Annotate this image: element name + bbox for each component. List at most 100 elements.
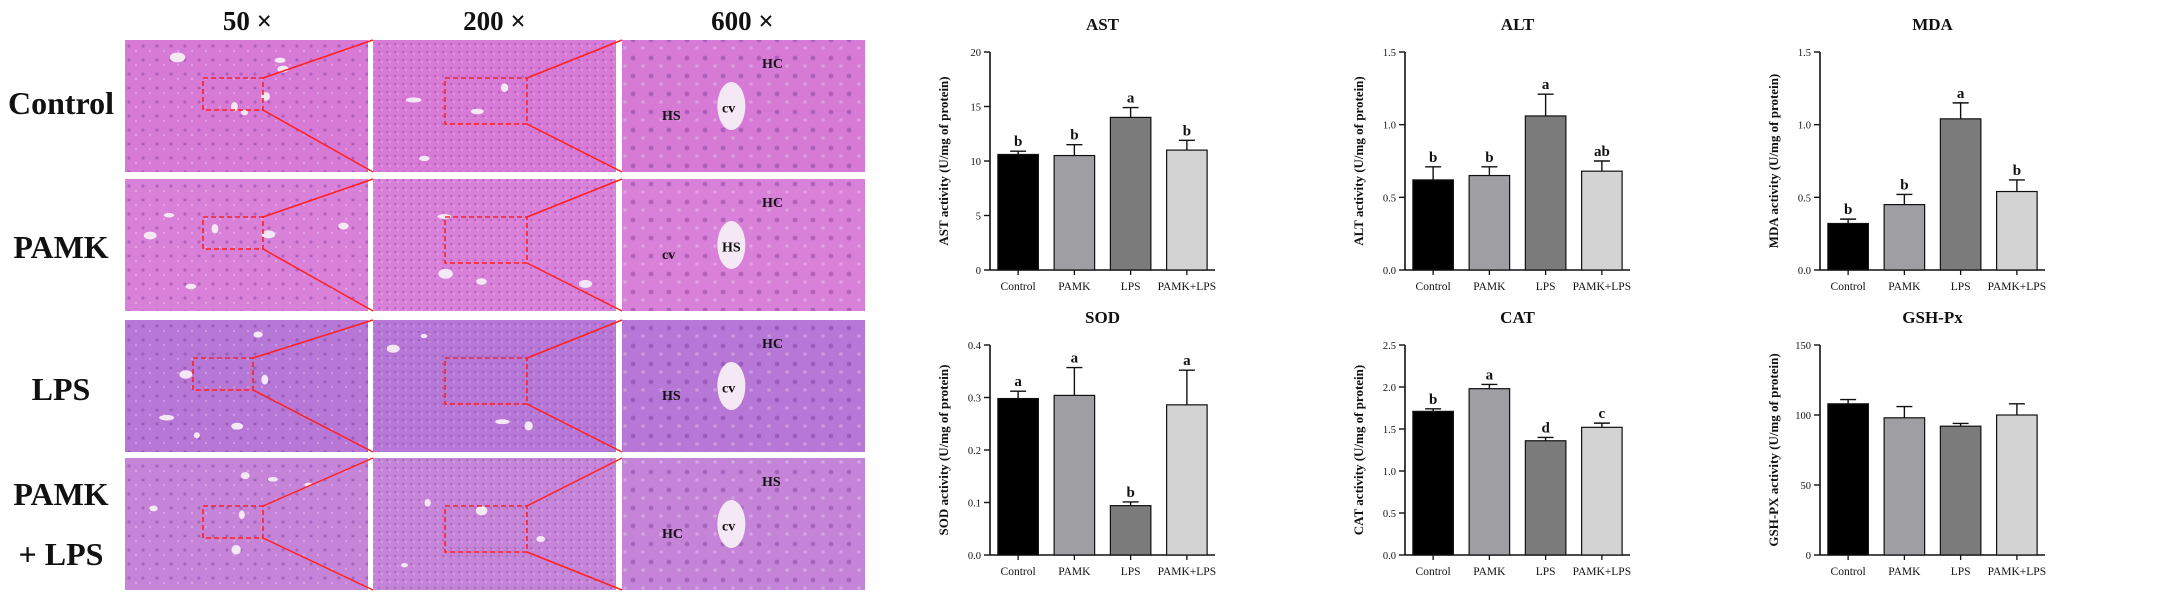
x-tick-label: PAMK+LPS bbox=[1988, 566, 2046, 578]
significance-letter: a bbox=[1014, 374, 1022, 390]
zoom-box bbox=[202, 77, 264, 111]
zoom-connector bbox=[262, 39, 374, 79]
x-tick-label: LPS bbox=[1536, 281, 1556, 293]
chart-title: CAT bbox=[1500, 308, 1535, 327]
zoom-connector bbox=[252, 319, 374, 359]
bar bbox=[1053, 394, 1096, 556]
vessel-lumen bbox=[386, 344, 400, 353]
micrograph-r1-c2 bbox=[622, 179, 865, 311]
bar bbox=[1996, 190, 2038, 271]
zoom-connector bbox=[526, 178, 623, 218]
bar bbox=[1109, 116, 1152, 271]
bar bbox=[1939, 425, 1982, 556]
row-label-pamk: PAMK bbox=[13, 229, 109, 265]
chart-title: SOD bbox=[1085, 308, 1120, 327]
bar bbox=[1581, 170, 1623, 271]
zoom-box bbox=[202, 216, 264, 250]
vessel-lumen bbox=[149, 505, 158, 512]
x-tick-label: Control bbox=[1416, 566, 1451, 578]
bar bbox=[1053, 154, 1096, 271]
annotation-label-hc: HC bbox=[662, 527, 683, 542]
chart-title: MDA bbox=[1912, 15, 1953, 34]
zoom-connector bbox=[526, 39, 623, 79]
vessel-lumen bbox=[231, 102, 238, 112]
chart-title: GSH-Px bbox=[1902, 308, 1963, 327]
x-tick-label: PAMK bbox=[1888, 566, 1921, 578]
annotation-label-hs: HS bbox=[762, 475, 781, 490]
y-tick-label: 0.0 bbox=[1383, 551, 1396, 562]
vessel-lumen bbox=[169, 52, 186, 63]
magnification-600x: 600 × bbox=[711, 6, 774, 36]
micrograph-r0-c2 bbox=[622, 40, 865, 172]
chart-sod: SOD 0.0 0.1 0.2 0.3 0.4 SOD activity (U/mg of … bbox=[936, 308, 1216, 578]
vessel-lumen bbox=[470, 108, 484, 115]
significance-letter: b bbox=[1429, 392, 1437, 408]
bar bbox=[1883, 204, 1926, 271]
y-tick-label: 15 bbox=[971, 103, 982, 114]
vessel-lumen bbox=[424, 499, 431, 507]
bar bbox=[1581, 426, 1623, 556]
x-tick-label: PAMK bbox=[1058, 281, 1091, 293]
y-tick-label: 0.0 bbox=[1798, 266, 1811, 277]
y-axis-label: SOD activity (U/mg of protein) bbox=[936, 365, 951, 536]
x-tick-label: Control bbox=[1831, 566, 1866, 578]
zoom-connector bbox=[262, 178, 374, 218]
vessel-lumen bbox=[261, 230, 276, 239]
x-tick-label: PAMK bbox=[1473, 281, 1506, 293]
vessel-lumen bbox=[438, 268, 453, 279]
bar bbox=[1109, 505, 1152, 556]
vessel-lumen bbox=[717, 82, 746, 130]
annotation-label-hs: HS bbox=[722, 241, 741, 256]
y-axis-label: ALT activity (U/mg of protein) bbox=[1351, 76, 1366, 245]
vessel-lumen bbox=[524, 421, 533, 431]
y-tick-label: 0.0 bbox=[968, 551, 981, 562]
zoom-connector bbox=[526, 123, 623, 173]
x-tick-label: PAMK bbox=[1058, 566, 1091, 578]
zoom-connector bbox=[526, 457, 623, 507]
chart-gsh-px: GSH-Px 0 50 100 150 GSH-PX activity (U/mg of … bbox=[1766, 308, 2046, 578]
annotation-label-cv: cv bbox=[722, 382, 735, 397]
bar bbox=[1524, 440, 1567, 556]
y-tick-label: 0.1 bbox=[968, 499, 981, 510]
y-tick-label: 0.2 bbox=[968, 446, 981, 457]
y-tick-label: 1.0 bbox=[1383, 467, 1396, 478]
x-tick-label: PAMK+LPS bbox=[1158, 566, 1216, 578]
bar bbox=[1524, 115, 1567, 271]
zoom-box bbox=[202, 505, 264, 539]
vessel-lumen bbox=[159, 414, 175, 421]
annotation-label-cv: cv bbox=[722, 102, 735, 117]
significance-letter: b bbox=[2013, 163, 2021, 179]
significance-letter: b bbox=[1126, 485, 1134, 501]
vessel-lumen bbox=[717, 500, 746, 548]
annotation-label-hs: HS bbox=[662, 389, 681, 404]
x-tick-label: Control bbox=[1416, 281, 1451, 293]
chart-cat: CAT 0.0 0.5 1.0 1.5 2.0 2.5 CAT activity (U/mg … bbox=[1351, 308, 1631, 578]
bar bbox=[1939, 118, 1982, 271]
vessel-lumen bbox=[419, 155, 430, 162]
row-label-lps: LPS bbox=[31, 371, 91, 407]
vessel-lumen bbox=[578, 280, 593, 288]
x-tick-label: Control bbox=[1001, 566, 1036, 578]
y-tick-label: 0.5 bbox=[1798, 193, 1811, 204]
vessel-lumen bbox=[240, 472, 250, 480]
y-tick-label: 0.0 bbox=[1383, 266, 1396, 277]
row-label-control: Control bbox=[7, 85, 115, 121]
zoom-connector bbox=[526, 262, 623, 312]
x-tick-label: LPS bbox=[1121, 566, 1141, 578]
vessel-lumen bbox=[261, 374, 269, 385]
y-tick-label: 0.3 bbox=[968, 394, 981, 405]
y-tick-label: 1.5 bbox=[1383, 425, 1396, 436]
zoom-connector bbox=[262, 248, 374, 312]
y-tick-label: 50 bbox=[1801, 481, 1812, 492]
significance-letter: b bbox=[1429, 150, 1437, 166]
y-tick-label: 1.0 bbox=[1383, 121, 1396, 132]
micrograph-r3-c1 bbox=[373, 457, 623, 591]
bar bbox=[1412, 179, 1454, 271]
x-tick-label: Control bbox=[1831, 281, 1866, 293]
chart-ast: AST 0 5 10 15 20 AST activity (U/mg of protein… bbox=[936, 15, 1216, 293]
zoom-connector bbox=[262, 109, 374, 173]
zoom-connector bbox=[252, 389, 374, 453]
magnification-50x: 50 × bbox=[222, 6, 273, 36]
vessel-lumen bbox=[143, 231, 157, 240]
significance-letter: b bbox=[1900, 177, 1908, 193]
